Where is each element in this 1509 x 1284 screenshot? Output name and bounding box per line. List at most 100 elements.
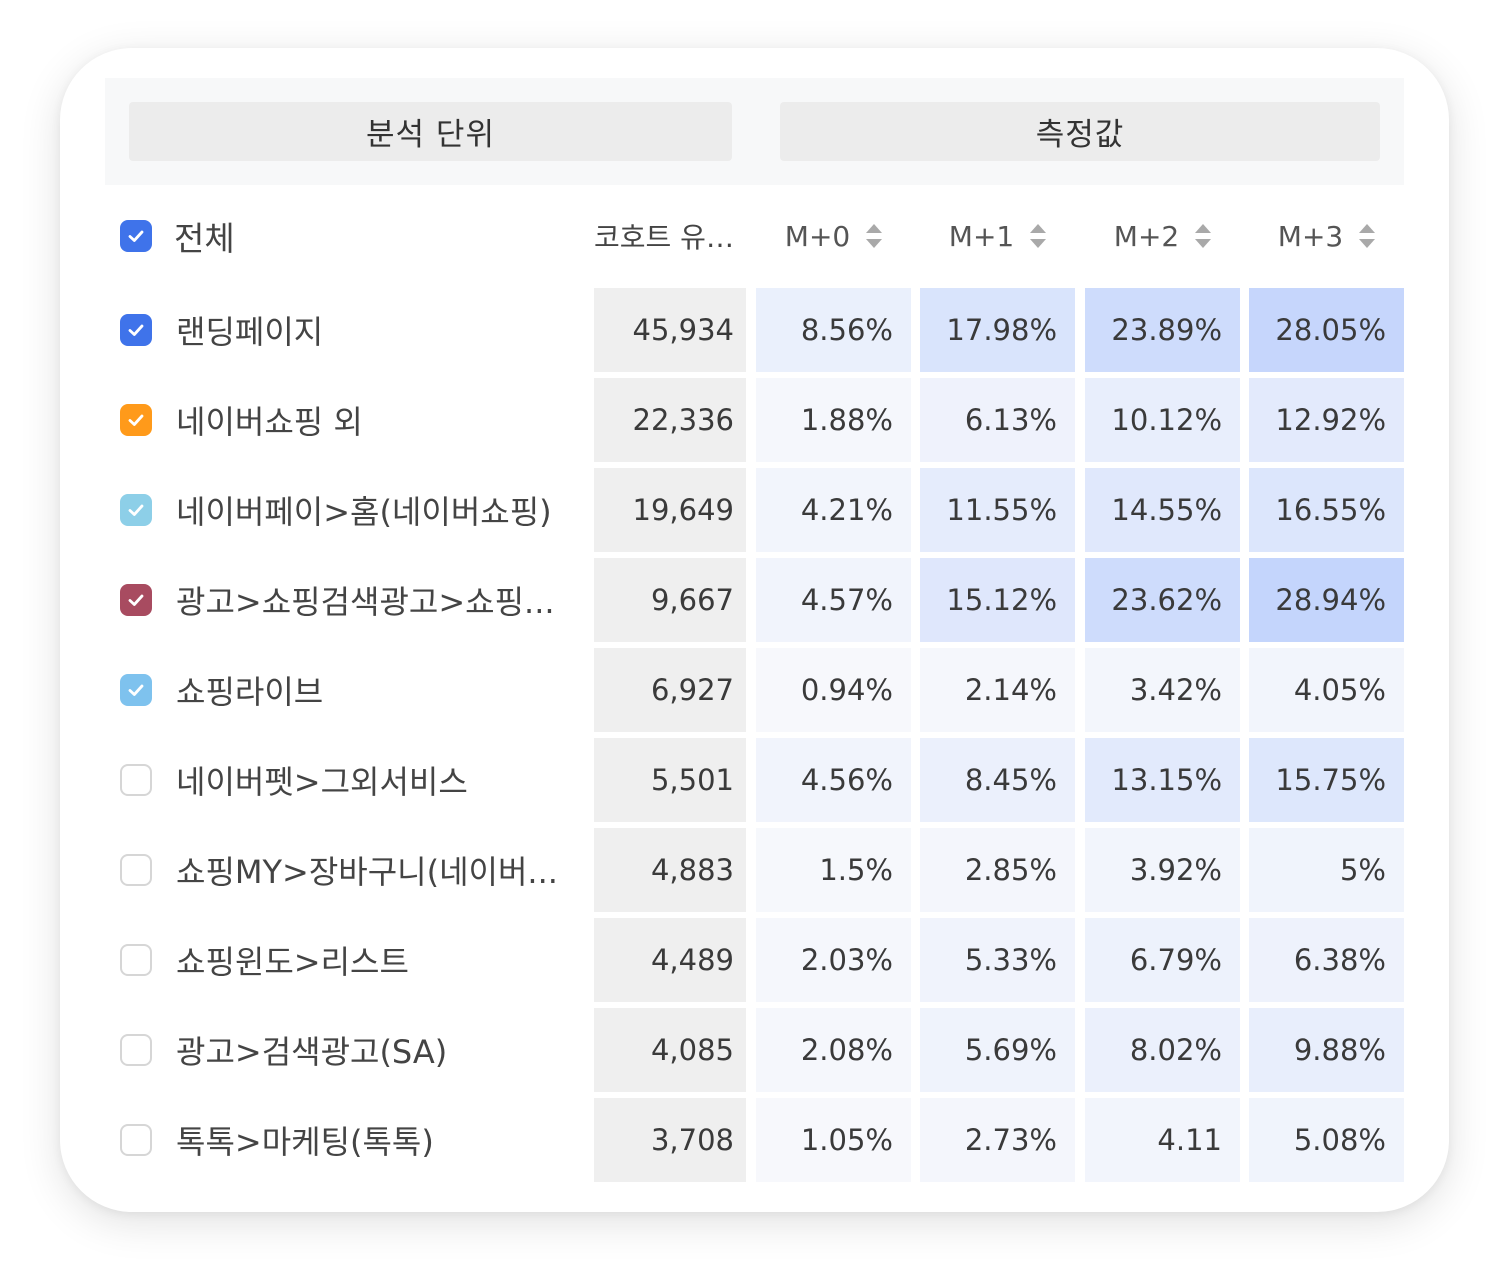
check-icon <box>128 324 144 336</box>
m3-retention-cell: 28.94% <box>1249 558 1404 642</box>
table-row: 네이버쇼핑 외 22,336 1.88% 6.13% 10.12% 12.92% <box>0 378 1509 462</box>
sort-icon[interactable] <box>1030 224 1047 248</box>
row-label: 톡톡>마케팅(톡톡) <box>176 1123 434 1161</box>
sort-icon[interactable] <box>866 224 883 248</box>
m1-retention-cell: 2.85% <box>920 828 1075 912</box>
m0-column-header[interactable]: M+0 <box>756 207 911 265</box>
m3-retention-cell: 5.08% <box>1249 1098 1404 1182</box>
cohort-size-cell: 4,883 <box>594 828 746 912</box>
m1-retention-cell: 5.33% <box>920 918 1075 1002</box>
m1-column-header[interactable]: M+1 <box>920 207 1075 265</box>
m1-retention-cell: 11.55% <box>920 468 1075 552</box>
row-checkbox[interactable] <box>120 854 152 886</box>
row-name-cell[interactable]: 쇼핑윈도>리스트 <box>120 918 580 1002</box>
row-checkbox[interactable] <box>120 314 152 346</box>
m2-header-label: M+2 <box>1113 219 1180 253</box>
m2-retention-cell: 4.11 <box>1085 1098 1240 1182</box>
m0-retention-cell: 2.03% <box>756 918 911 1002</box>
check-icon <box>128 414 144 426</box>
row-name-cell[interactable]: 톡톡>마케팅(톡톡) <box>120 1098 580 1182</box>
table-row: 쇼핑윈도>리스트 4,489 2.03% 5.33% 6.79% 6.38% <box>0 918 1509 1002</box>
table-row: 광고>검색광고(SA) 4,085 2.08% 5.69% 8.02% 9.88% <box>0 1008 1509 1092</box>
check-icon <box>128 230 144 242</box>
m1-retention-cell: 2.14% <box>920 648 1075 732</box>
cohort-column-header[interactable]: 코호트 유… <box>594 221 734 254</box>
m1-retention-cell: 15.12% <box>920 558 1075 642</box>
row-name-cell[interactable]: 네이버펫>그외서비스 <box>120 738 580 822</box>
m3-retention-cell: 9.88% <box>1249 1008 1404 1092</box>
m1-retention-cell: 17.98% <box>920 288 1075 372</box>
select-all-checkbox[interactable] <box>120 220 152 252</box>
row-label: 광고>검색광고(SA) <box>176 1033 448 1071</box>
m0-retention-cell: 4.57% <box>756 558 911 642</box>
m3-column-header[interactable]: M+3 <box>1249 207 1404 265</box>
m2-retention-cell: 23.89% <box>1085 288 1240 372</box>
row-checkbox[interactable] <box>120 584 152 616</box>
m0-retention-cell: 4.21% <box>756 468 911 552</box>
row-label: 쇼핑MY>장바구니(네이버... <box>176 853 558 891</box>
table-row: 톡톡>마케팅(톡톡) 3,708 1.05% 2.73% 4.11 5.08% <box>0 1098 1509 1182</box>
row-label: 랜딩페이지 <box>176 313 324 351</box>
m0-retention-cell: 1.05% <box>756 1098 911 1182</box>
row-label: 쇼핑라이브 <box>176 673 324 711</box>
table-row: 쇼핑라이브 6,927 0.94% 2.14% 3.42% 4.05% <box>0 648 1509 732</box>
check-icon <box>128 684 144 696</box>
select-all-label: 전체 <box>174 219 235 258</box>
m3-retention-cell: 5% <box>1249 828 1404 912</box>
m3-retention-cell: 28.05% <box>1249 288 1404 372</box>
m3-retention-cell: 12.92% <box>1249 378 1404 462</box>
row-name-cell[interactable]: 네이버쇼핑 외 <box>120 378 580 462</box>
row-name-cell[interactable]: 쇼핑라이브 <box>120 648 580 732</box>
m0-retention-cell: 1.5% <box>756 828 911 912</box>
m3-retention-cell: 16.55% <box>1249 468 1404 552</box>
row-name-cell[interactable]: 네이버페이>홈(네이버쇼핑) <box>120 468 580 552</box>
table-row: 네이버페이>홈(네이버쇼핑) 19,649 4.21% 11.55% 14.55% 16.… <box>0 468 1509 552</box>
m1-header-label: M+1 <box>948 219 1015 253</box>
row-checkbox[interactable] <box>120 404 152 436</box>
analysis-unit-header[interactable]: 분석 단위 <box>129 102 732 161</box>
row-name-cell[interactable]: 광고>검색광고(SA) <box>120 1008 580 1092</box>
table-row: 광고>쇼핑검색광고>쇼핑... 9,667 4.57% 15.12% 23.62% 28.… <box>0 558 1509 642</box>
m0-retention-cell: 1.88% <box>756 378 911 462</box>
m2-retention-cell: 14.55% <box>1085 468 1240 552</box>
cohort-size-cell: 22,336 <box>594 378 746 462</box>
m2-retention-cell: 3.42% <box>1085 648 1240 732</box>
row-checkbox[interactable] <box>120 764 152 796</box>
m2-column-header[interactable]: M+2 <box>1085 207 1240 265</box>
sort-icon[interactable] <box>1359 224 1376 248</box>
row-label: 네이버펫>그외서비스 <box>176 763 468 801</box>
row-checkbox[interactable] <box>120 494 152 526</box>
row-name-cell[interactable]: 쇼핑MY>장바구니(네이버... <box>120 828 580 912</box>
row-checkbox[interactable] <box>120 944 152 976</box>
table-row: 네이버펫>그외서비스 5,501 4.56% 8.45% 13.15% 15.75% <box>0 738 1509 822</box>
sort-icon[interactable] <box>1195 224 1212 248</box>
m3-header-label: M+3 <box>1277 219 1344 253</box>
m2-retention-cell: 3.92% <box>1085 828 1240 912</box>
row-label: 네이버페이>홈(네이버쇼핑) <box>176 493 552 531</box>
measure-header[interactable]: 측정값 <box>780 102 1380 161</box>
m0-retention-cell: 4.56% <box>756 738 911 822</box>
cohort-size-cell: 5,501 <box>594 738 746 822</box>
m2-retention-cell: 10.12% <box>1085 378 1240 462</box>
m3-retention-cell: 6.38% <box>1249 918 1404 1002</box>
cohort-size-cell: 4,085 <box>594 1008 746 1092</box>
row-label: 광고>쇼핑검색광고>쇼핑... <box>176 583 555 621</box>
row-name-cell[interactable]: 랜딩페이지 <box>120 288 580 372</box>
m0-retention-cell: 8.56% <box>756 288 911 372</box>
m1-retention-cell: 8.45% <box>920 738 1075 822</box>
row-checkbox[interactable] <box>120 1034 152 1066</box>
m1-retention-cell: 6.13% <box>920 378 1075 462</box>
m0-retention-cell: 2.08% <box>756 1008 911 1092</box>
cohort-size-cell: 19,649 <box>594 468 746 552</box>
row-checkbox[interactable] <box>120 1124 152 1156</box>
select-all[interactable]: 전체 <box>120 207 580 265</box>
row-name-cell[interactable]: 광고>쇼핑검색광고>쇼핑... <box>120 558 580 642</box>
row-checkbox[interactable] <box>120 674 152 706</box>
table-row: 랜딩페이지 45,934 8.56% 17.98% 23.89% 28.05% <box>0 288 1509 372</box>
m2-retention-cell: 8.02% <box>1085 1008 1240 1092</box>
m3-retention-cell: 4.05% <box>1249 648 1404 732</box>
m2-retention-cell: 13.15% <box>1085 738 1240 822</box>
m3-retention-cell: 15.75% <box>1249 738 1404 822</box>
check-icon <box>128 594 144 606</box>
m0-retention-cell: 0.94% <box>756 648 911 732</box>
